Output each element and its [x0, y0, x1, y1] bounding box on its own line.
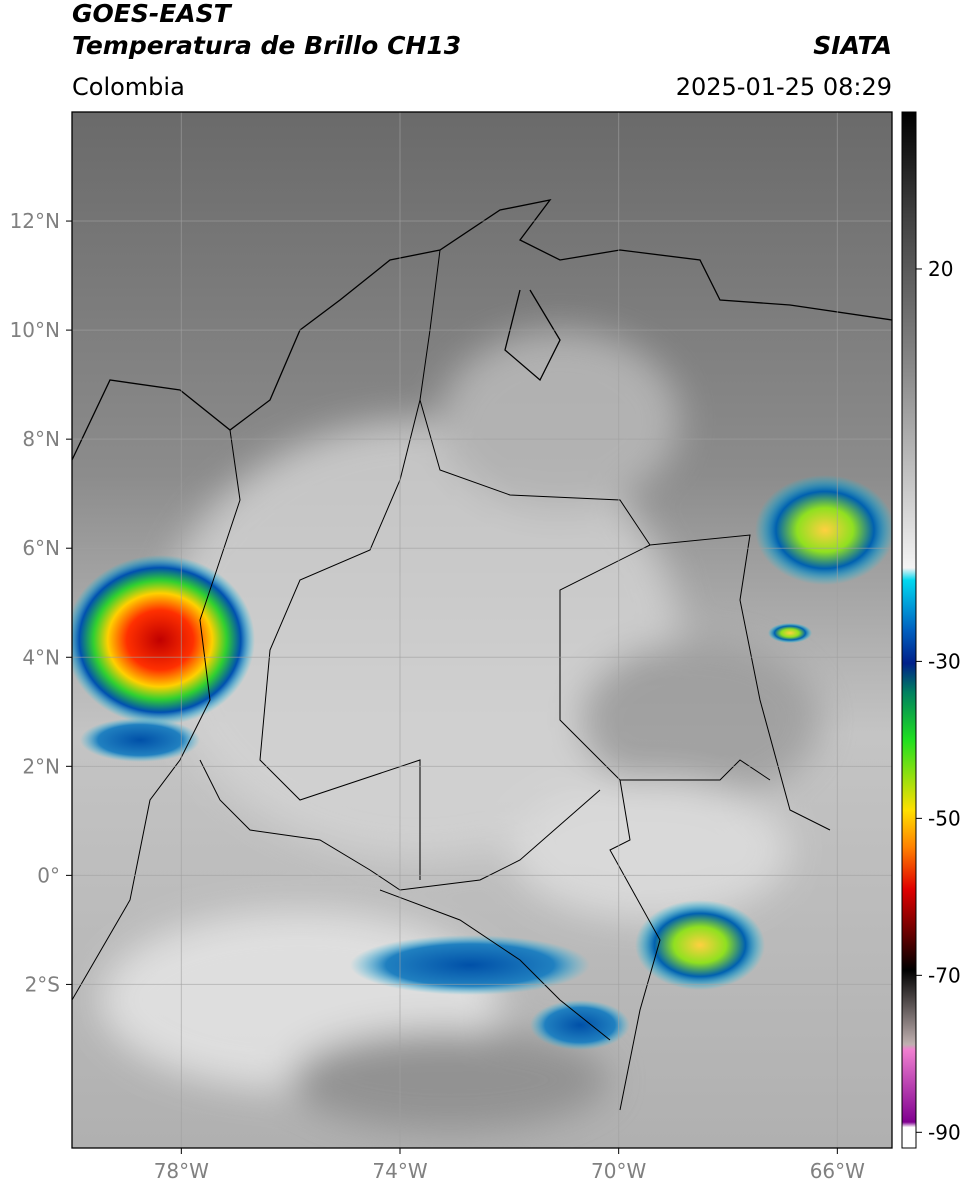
graticule [72, 112, 892, 1148]
x-tick-label: 74°W [372, 1159, 427, 1183]
y-tick-label: 12°N [10, 209, 60, 233]
colorbar-tick-label: -90 [928, 1120, 961, 1144]
x-tick-label: 66°W [810, 1159, 865, 1183]
y-tick-label: 4°N [22, 645, 60, 669]
satellite-image [72, 112, 892, 1148]
colorbar-tick-label: -30 [928, 649, 961, 673]
title: GOES-EAST [72, 0, 233, 28]
map-frame [71, 111, 893, 1149]
y-tick-label: 2°N [22, 754, 60, 778]
region: Colombia [72, 73, 185, 101]
colorbar-tick-label: 20 [928, 257, 953, 281]
timestamp: 2025-01-25 08:29 [676, 73, 892, 101]
y-tick-label: 6°N [22, 536, 60, 560]
y-tick-label: 8°N [22, 427, 60, 451]
y-tick-label: 0° [37, 863, 60, 887]
x-tick-label: 70°W [591, 1159, 646, 1183]
colorbar [901, 111, 917, 1149]
y-tick-label: 2°S [25, 972, 60, 996]
colorbar-tick-label: -50 [928, 806, 961, 830]
source: SIATA [813, 31, 892, 60]
x-tick-label: 78°W [154, 1159, 209, 1183]
y-tick-label: 10°N [10, 318, 60, 342]
colorbar-tick-label: -70 [928, 963, 961, 987]
subtitle: Temperatura de Brillo CH13 [72, 31, 461, 60]
